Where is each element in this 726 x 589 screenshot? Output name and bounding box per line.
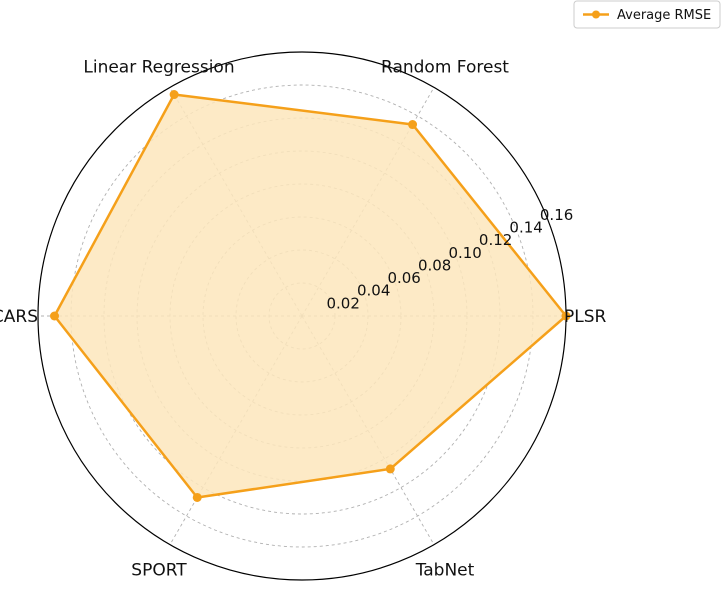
radial-tick-label: 0.08 bbox=[418, 256, 451, 274]
data-point bbox=[50, 311, 59, 321]
data-point bbox=[169, 90, 179, 100]
axis-label: CARS bbox=[0, 307, 38, 327]
legend: Average RMSE bbox=[573, 0, 721, 29]
radial-tick-label: 0.12 bbox=[479, 231, 512, 249]
axis-label: PLSR bbox=[564, 307, 607, 327]
series-area bbox=[54, 94, 566, 498]
radial-tick-label: 0.06 bbox=[387, 269, 420, 287]
radial-tick-label: 0.10 bbox=[448, 244, 481, 262]
data-point bbox=[408, 120, 418, 130]
legend-series-marker bbox=[592, 10, 600, 19]
axis-label: SPORT bbox=[131, 561, 187, 581]
data-point bbox=[561, 311, 571, 321]
radial-tick-label: 0.16 bbox=[540, 206, 573, 224]
legend-series-label: Average RMSE bbox=[617, 8, 711, 23]
legend-box bbox=[573, 0, 721, 29]
axis-label: Linear Regression bbox=[83, 57, 234, 77]
data-point bbox=[192, 492, 202, 502]
axis-labels: PLSR Random Forest Linear Regression CARS SP… bbox=[0, 57, 607, 580]
axis-label: TabNet bbox=[415, 561, 475, 581]
radial-tick-label: 0.02 bbox=[326, 294, 359, 312]
axis-label: Random Forest bbox=[381, 57, 509, 77]
data-point bbox=[385, 464, 395, 474]
radial-tick-labels: 0.020.040.060.080.100.120.140.16 bbox=[326, 206, 573, 312]
radial-tick-label: 0.04 bbox=[357, 282, 390, 300]
radial-tick-label: 0.14 bbox=[509, 219, 542, 237]
series-layer bbox=[50, 90, 571, 502]
